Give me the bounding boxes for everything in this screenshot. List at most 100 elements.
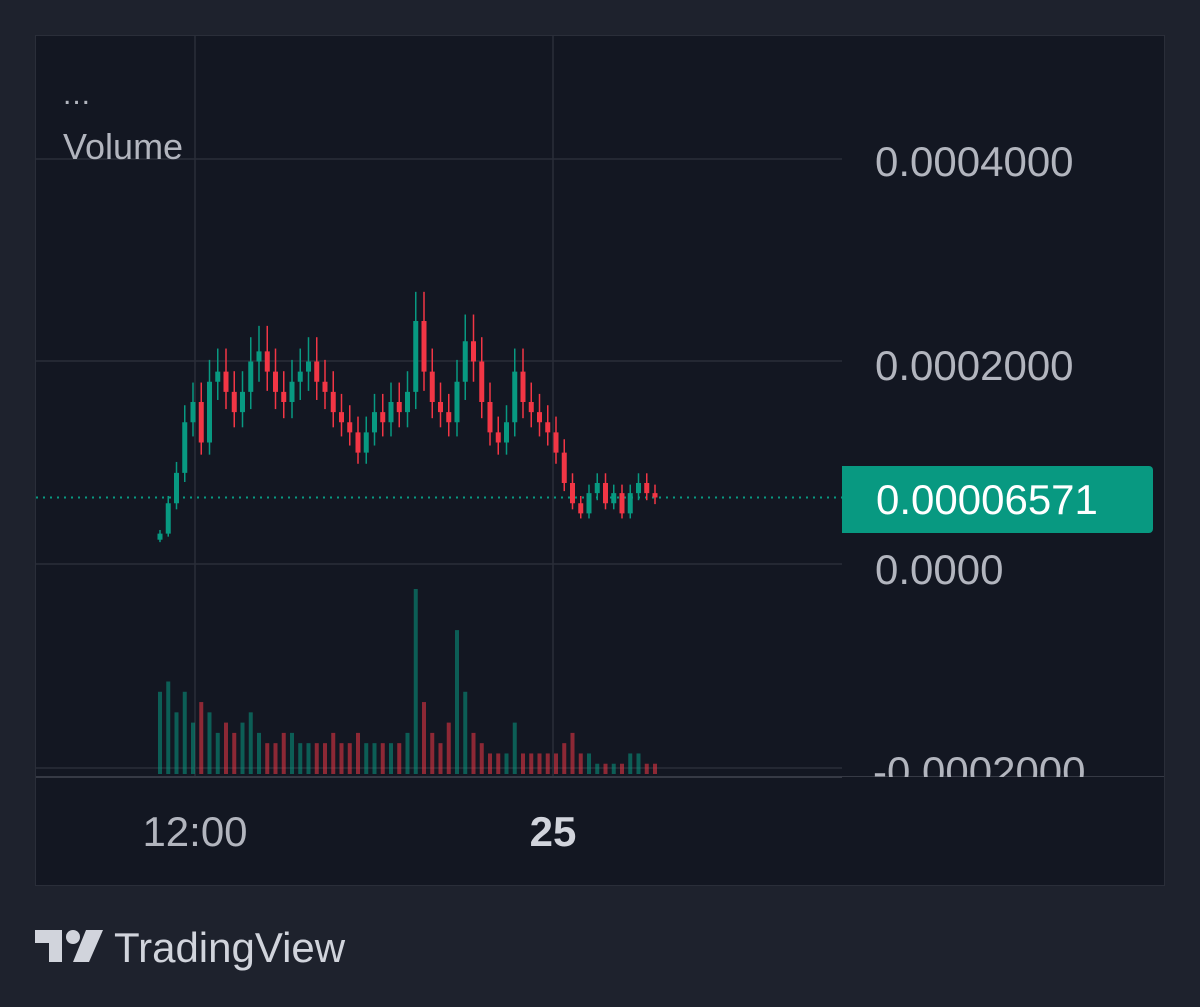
volume-bar xyxy=(545,753,550,774)
price-tick-0002: 0.0002000 xyxy=(875,342,1074,389)
price-tick-0000: 0.0000 xyxy=(875,546,1003,593)
candle-body xyxy=(157,533,163,540)
candle-body xyxy=(413,321,419,392)
volume-bar xyxy=(603,763,608,774)
volume-bar xyxy=(405,732,410,774)
chart-frame[interactable] xyxy=(35,35,1165,886)
volume-bar xyxy=(306,743,311,774)
candle-body xyxy=(454,381,460,423)
candle-body xyxy=(528,402,534,413)
volume-bar xyxy=(331,732,336,774)
volume-bar xyxy=(471,732,476,774)
volume-bar xyxy=(587,753,591,774)
time-axis[interactable]: 12:00 25 xyxy=(142,808,576,855)
candle-body xyxy=(487,402,493,433)
time-tick-12: 12:00 xyxy=(142,808,247,855)
volume-bar xyxy=(488,753,492,774)
candle-body xyxy=(504,422,509,443)
volume-bar xyxy=(521,753,525,774)
legend-collapse-toggle[interactable]: ... xyxy=(63,78,92,111)
candle-body xyxy=(372,412,377,433)
candle-body xyxy=(578,503,584,514)
volume-bar xyxy=(356,732,360,774)
last-price-badge: 0.00006571 xyxy=(842,466,1153,533)
brand-name[interactable]: TradingView xyxy=(114,924,346,971)
candle-body xyxy=(347,422,353,433)
candle-body xyxy=(306,361,311,372)
candle-body xyxy=(190,402,196,423)
volume-bar xyxy=(620,763,624,774)
candle-body xyxy=(380,412,386,423)
candle-body xyxy=(570,483,575,504)
volume-bar xyxy=(611,763,616,774)
volume-bar xyxy=(380,743,385,774)
legend-volume-label[interactable]: Volume xyxy=(63,126,184,167)
candle-body xyxy=(256,351,262,362)
volume-bar xyxy=(438,743,443,774)
volume-bar xyxy=(257,732,261,774)
candle-body xyxy=(594,483,600,494)
volume-bar xyxy=(298,743,303,774)
candle-body xyxy=(297,371,303,382)
volume-bar xyxy=(207,712,212,774)
volume-bar xyxy=(554,753,558,774)
candle-body xyxy=(619,493,625,514)
volume-bar xyxy=(562,743,567,774)
volume-bar xyxy=(389,743,393,774)
volume-bars xyxy=(158,589,657,774)
volume-bar xyxy=(191,722,195,774)
volume-bar xyxy=(636,753,641,774)
volume-bar xyxy=(496,753,501,774)
volume-bar xyxy=(446,722,451,774)
volume-bar xyxy=(273,743,278,774)
candle-body xyxy=(446,412,452,423)
candle-body xyxy=(388,402,394,423)
volume-bar xyxy=(174,712,179,774)
volume-bar xyxy=(578,753,583,774)
volume-bar xyxy=(215,732,220,774)
volume-bar xyxy=(265,743,270,774)
candle-body xyxy=(396,402,402,413)
volume-bar xyxy=(595,763,600,774)
candle-body xyxy=(363,432,369,453)
volume-bar xyxy=(290,732,294,774)
volume-bar xyxy=(364,743,369,774)
candle-body xyxy=(545,422,551,433)
tradingview-logo-icon[interactable] xyxy=(35,926,103,966)
volume-bar xyxy=(240,722,245,774)
candle-body xyxy=(174,472,179,504)
volume-bar xyxy=(158,691,162,774)
volume-bar xyxy=(455,630,459,774)
price-tick-0004: 0.0004000 xyxy=(875,138,1074,185)
candle-body xyxy=(355,432,361,453)
candle-body xyxy=(289,381,295,402)
candle-body xyxy=(314,361,320,382)
candle-body xyxy=(322,381,328,392)
volume-bar xyxy=(199,702,204,774)
volume-bar xyxy=(248,712,253,774)
volume-bar xyxy=(512,722,517,774)
candle-body xyxy=(512,371,518,423)
candle-body xyxy=(339,412,344,423)
candle-body xyxy=(636,483,641,494)
candle-body xyxy=(165,503,171,534)
volume-bar xyxy=(570,732,575,774)
candle-body xyxy=(553,432,559,453)
volume-bar xyxy=(166,681,171,774)
volume-bar xyxy=(479,743,484,774)
candle-body xyxy=(652,493,658,498)
candle-body xyxy=(231,391,237,413)
candle-body xyxy=(479,361,485,402)
candle-body xyxy=(603,483,608,504)
time-tick-25: 25 xyxy=(530,808,577,855)
volume-bar xyxy=(644,763,649,774)
candle-body xyxy=(644,483,650,494)
volume-bar xyxy=(323,743,327,774)
price-axis-clip xyxy=(842,777,1164,807)
candle-body xyxy=(611,493,617,504)
candle-body xyxy=(537,412,542,423)
volume-bar xyxy=(422,702,426,774)
volume-bar xyxy=(281,732,286,774)
candle-body xyxy=(421,321,427,372)
